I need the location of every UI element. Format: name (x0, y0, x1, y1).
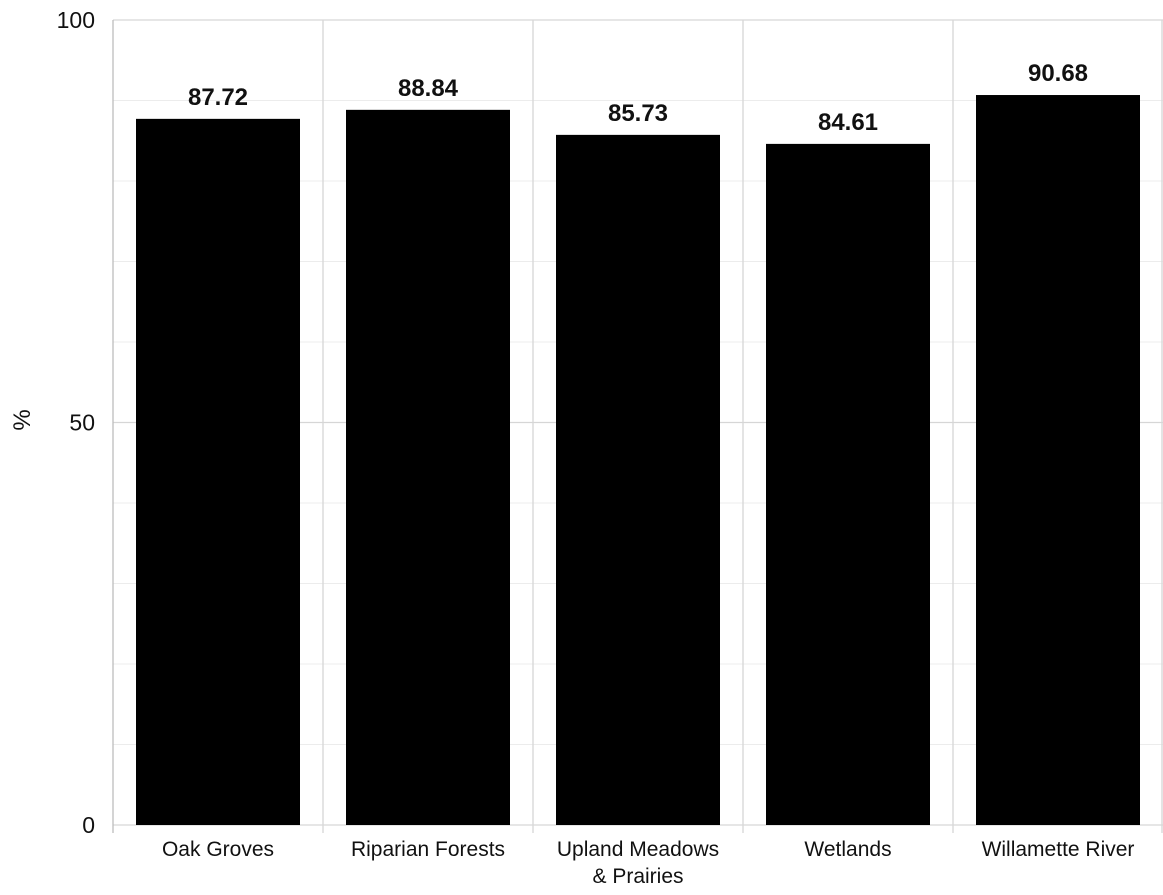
y-axis-title: % (9, 409, 36, 430)
x-tick-label-line: Upland Meadows (557, 838, 719, 861)
y-tick-label: 100 (57, 7, 95, 33)
x-tick-label-line: Wetlands (804, 838, 891, 861)
x-tick-label: Willamette River (982, 838, 1135, 861)
bars-layer (136, 95, 1140, 825)
y-tick-label: 50 (69, 410, 95, 436)
data-label: 84.61 (818, 109, 878, 136)
x-tick-label-line: Oak Groves (162, 838, 274, 861)
x-tick-label: Oak Groves (162, 838, 274, 861)
axis-layer: 0 50 100 Oak Groves Riparian Forests Upland M… (57, 7, 1135, 888)
x-tick-label: Riparian Forests (351, 838, 505, 861)
x-tick-label: Upland Meadows & Prairies (557, 838, 719, 888)
bar (136, 118, 300, 825)
bar (766, 143, 930, 825)
x-tick-label-line: Riparian Forests (351, 838, 505, 861)
data-label: 90.68 (1028, 60, 1088, 87)
bar (556, 134, 720, 825)
x-tick-label: Wetlands (804, 838, 891, 861)
data-label: 88.84 (398, 75, 459, 102)
data-label: 87.72 (188, 84, 248, 111)
bar (976, 95, 1140, 825)
y-tick-label: 0 (82, 812, 95, 838)
data-labels-layer: 87.72 88.84 85.73 84.61 90.68 (188, 60, 1088, 136)
x-tick-label-line: Willamette River (982, 838, 1135, 861)
data-label: 85.73 (608, 100, 668, 127)
bar (346, 109, 510, 825)
x-tick-label-line: & Prairies (592, 865, 683, 888)
